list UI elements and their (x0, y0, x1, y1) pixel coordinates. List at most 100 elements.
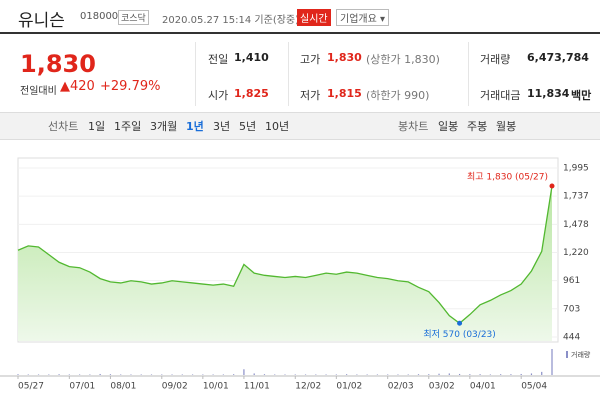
volume-bar (530, 373, 533, 375)
y-tick-label: 1,737 (563, 192, 589, 202)
tab-item[interactable]: 주봉 (467, 120, 488, 133)
volume-bar (489, 374, 491, 375)
x-tick-label: 11/01 (244, 382, 270, 392)
volume-bar (510, 374, 512, 375)
volume-bar (243, 369, 245, 375)
tab-group-label[interactable]: 봉차트 (398, 120, 429, 133)
volume-bar (274, 374, 276, 375)
change: ▲420 (60, 79, 95, 94)
volume-bar (315, 374, 317, 375)
high-marker (549, 183, 555, 189)
volume-bar (500, 374, 502, 375)
x-tick-label: 05/04 (521, 382, 547, 392)
volume-bar (48, 374, 50, 375)
summary-label: 거래대금 (480, 89, 521, 102)
x-tick-label: 03/02 (429, 382, 455, 392)
volume-bar (458, 373, 461, 375)
y-tick-label: 961 (563, 276, 580, 286)
realtime-badge[interactable]: 실시간 (297, 9, 331, 26)
volume-bar (479, 374, 481, 375)
tab-item[interactable]: 1년 (186, 120, 204, 133)
price-line (17, 185, 553, 325)
col-divider (468, 42, 469, 106)
tab-item[interactable]: 5년 (239, 120, 257, 133)
y-tick-label: 444 (563, 333, 580, 343)
volume-bar (17, 374, 19, 375)
col-divider (288, 42, 289, 106)
x-tick-label: 01/02 (336, 382, 362, 392)
summary-value: 1,410 (234, 51, 269, 64)
summary-value: 11,834 (527, 87, 570, 100)
summary-value: 1,815 (327, 87, 362, 100)
tab-item[interactable]: 3년 (213, 120, 231, 133)
x-tick-label: 09/02 (162, 382, 188, 392)
stock-name: 유니슨 (18, 11, 65, 31)
volume-bar (202, 374, 204, 375)
volume-bar (438, 373, 440, 375)
summary-value: 6,473,784 (527, 51, 589, 64)
volume-bar (140, 374, 142, 375)
volume-bar (181, 374, 183, 375)
volume-bar (469, 374, 471, 375)
header-rule (0, 32, 600, 34)
tab-bar (0, 112, 600, 140)
volume-bar (89, 374, 91, 375)
volume-bar (304, 374, 307, 375)
divider (195, 42, 196, 106)
volume-bar (428, 374, 430, 375)
change-label: 전일대비 (20, 86, 57, 97)
tab-item[interactable]: 10년 (265, 120, 290, 133)
volume-bar (376, 374, 379, 375)
tab-item[interactable]: 3개월 (150, 120, 178, 133)
volume-bar (335, 374, 337, 375)
volume-bar (325, 374, 327, 375)
company-info-label: 기업개요 (340, 14, 377, 25)
volume-bar (150, 374, 153, 375)
high-label: 최고 1,830 (05/27) (467, 171, 548, 182)
company-info-button[interactable]: 기업개요 ▾ (336, 9, 390, 26)
tab-item[interactable]: 1일 (88, 120, 106, 133)
volume-bar (212, 374, 214, 375)
tab-item[interactable]: 월봉 (496, 120, 517, 133)
volume-legend-swatch (566, 351, 568, 358)
volume-bar (541, 371, 543, 375)
volume-bar (130, 374, 132, 375)
summary-note: (하한가 990) (366, 89, 430, 102)
tab-item[interactable]: 일봉 (438, 120, 459, 133)
low-marker (457, 320, 463, 326)
y-tick-label: 1,995 (563, 164, 589, 174)
change-rate: +29.79% (100, 79, 161, 94)
volume-bar (253, 373, 255, 375)
summary-label: 시가 (208, 89, 229, 102)
y-tick-label: 1,220 (563, 248, 589, 258)
volume-bar (551, 349, 553, 375)
volume-bar (191, 374, 194, 375)
summary-value: 1,825 (234, 87, 269, 100)
volume-bar (263, 374, 266, 375)
tab-item[interactable]: 1주일 (114, 120, 142, 133)
x-tick-label: 07/01 (69, 382, 95, 392)
volume-bar (120, 374, 122, 375)
summary-value: 1,830 (327, 51, 362, 64)
y-tick-label: 703 (563, 304, 580, 314)
price-area (18, 185, 552, 341)
volume-bar (58, 374, 60, 375)
low-label: 최저 570 (03/23) (423, 329, 495, 340)
summary-label: 고가 (300, 53, 321, 66)
x-tick-label: 12/02 (295, 382, 321, 392)
market-badge: 코스닥 (118, 10, 149, 25)
y-tick-label: 1,478 (563, 220, 589, 230)
volume-bar (233, 374, 235, 375)
summary-label: 거래량 (480, 53, 511, 66)
volume-bar (294, 374, 296, 375)
volume-bar (366, 374, 368, 375)
volume-bar (109, 374, 112, 375)
volume-bar (387, 374, 389, 375)
timestamp: 2020.05.27 15:14 기준(장중) (162, 15, 300, 26)
tab-group-label[interactable]: 선차트 (48, 120, 79, 133)
volume-bar (407, 374, 409, 375)
volume-bar (79, 374, 81, 375)
volume-bar (346, 374, 348, 375)
